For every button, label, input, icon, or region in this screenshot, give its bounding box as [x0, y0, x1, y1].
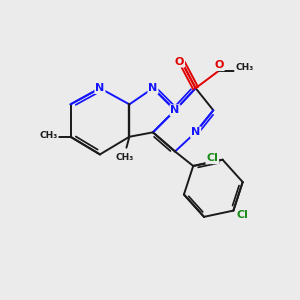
Text: N: N — [191, 127, 200, 137]
Text: N: N — [170, 105, 180, 115]
Text: Cl: Cl — [206, 153, 218, 163]
Text: CH₃: CH₃ — [39, 131, 58, 140]
Text: N: N — [148, 83, 158, 93]
Text: CH₃: CH₃ — [116, 153, 134, 162]
Text: Cl: Cl — [236, 210, 248, 220]
Text: O: O — [214, 60, 224, 70]
Text: N: N — [95, 83, 105, 93]
Text: O: O — [175, 57, 184, 67]
Text: CH₃: CH₃ — [235, 63, 253, 72]
